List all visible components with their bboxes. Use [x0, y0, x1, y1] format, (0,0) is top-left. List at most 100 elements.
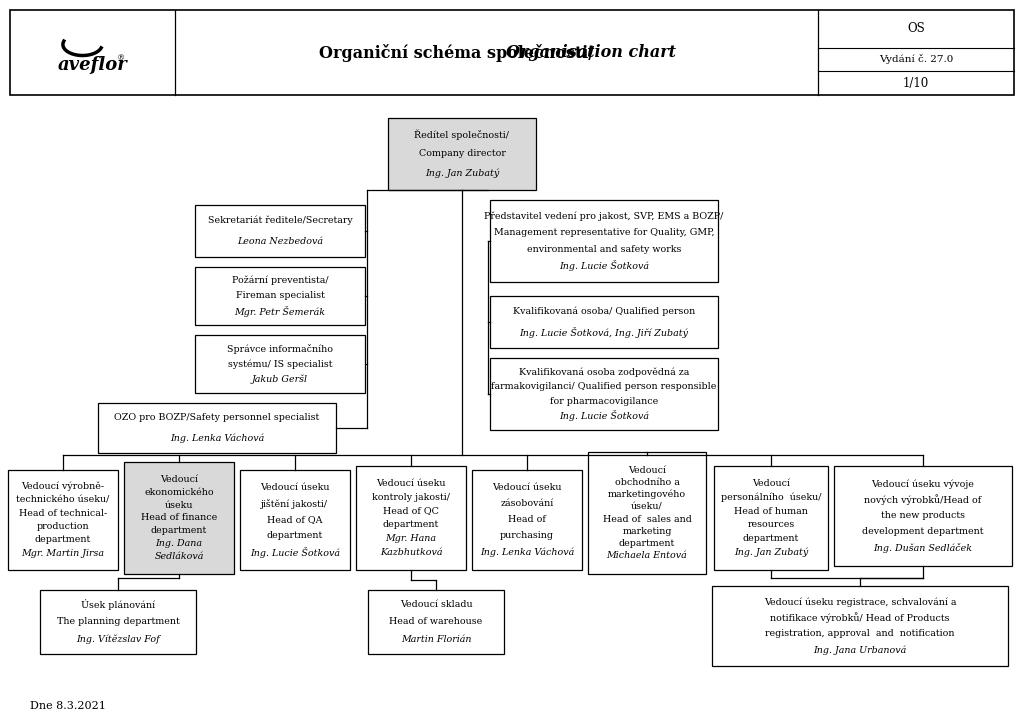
Text: Fireman specialist: Fireman specialist — [236, 291, 325, 301]
Text: the new products: the new products — [881, 511, 965, 521]
Text: Vedoucí: Vedoucí — [752, 479, 790, 488]
Text: Požární preventista/: Požární preventista/ — [231, 276, 329, 286]
Text: department: department — [742, 534, 799, 544]
Text: Head of QC: Head of QC — [383, 507, 439, 516]
Text: Představitel vedení pro jakost, SVP, EMS a BOZP/: Představitel vedení pro jakost, SVP, EMS… — [484, 212, 724, 221]
Bar — [834, 466, 1012, 566]
Text: Michaela Entová: Michaela Entová — [606, 551, 687, 560]
Bar — [490, 296, 718, 348]
Text: Head of: Head of — [508, 516, 546, 524]
Text: environmental and safety works: environmental and safety works — [526, 244, 681, 254]
Text: Vedoucí úseku vývoje: Vedoucí úseku vývoje — [871, 479, 975, 489]
Text: Ing. Vítězslav Fof: Ing. Vítězslav Fof — [76, 634, 160, 644]
Text: Management representative for Quality, GMP,: Management representative for Quality, G… — [494, 229, 715, 237]
Text: Company director: Company director — [419, 149, 506, 159]
Text: department: department — [267, 531, 324, 541]
Text: Vedoucí úseku: Vedoucí úseku — [376, 479, 445, 488]
Text: department: department — [383, 521, 439, 529]
Text: Ing. Lucie Šotková, Ing. Jiří Zubatý: Ing. Lucie Šotková, Ing. Jiří Zubatý — [519, 327, 688, 338]
Text: Mgr. Martin Jirsa: Mgr. Martin Jirsa — [22, 549, 104, 558]
Text: Ing. Jan Zubatý: Ing. Jan Zubatý — [425, 169, 499, 178]
Text: Vedoucí: Vedoucí — [160, 475, 198, 484]
Text: aveflor: aveflor — [57, 56, 127, 74]
Text: Ing. Dušan Sedláček: Ing. Dušan Sedláček — [873, 543, 973, 553]
Text: registration, approval  and  notification: registration, approval and notification — [765, 629, 954, 639]
Text: systému/ IS specialist: systému/ IS specialist — [227, 359, 332, 368]
Text: Ing. Lucie Šotková: Ing. Lucie Šotková — [250, 547, 340, 557]
Text: Ing. Lucie Šotková: Ing. Lucie Šotková — [559, 410, 649, 421]
Text: Mgr. Hana: Mgr. Hana — [385, 534, 436, 544]
Text: Head of technical-: Head of technical- — [18, 509, 108, 518]
Text: Vedoucí skladu: Vedoucí skladu — [399, 601, 472, 609]
Text: technického úseku/: technického úseku/ — [16, 495, 110, 505]
Text: Vedoucí úseku: Vedoucí úseku — [260, 484, 330, 492]
Text: production: production — [37, 522, 89, 531]
Text: Ing. Dana: Ing. Dana — [156, 539, 203, 548]
Text: obchodního a: obchodního a — [614, 478, 680, 487]
Text: Sedláková: Sedláková — [155, 552, 204, 561]
Text: marketing: marketing — [623, 527, 672, 536]
Text: Dne 8.3.2021: Dne 8.3.2021 — [30, 701, 105, 711]
Text: department: department — [151, 526, 207, 535]
Text: Ing. Lenka Váchová: Ing. Lenka Váchová — [480, 547, 574, 557]
Text: kontroly jakosti/: kontroly jakosti/ — [372, 492, 450, 502]
Text: úseku/: úseku/ — [631, 503, 663, 511]
Text: Správce informačního: Správce informačního — [227, 343, 333, 353]
Bar — [368, 590, 504, 654]
Text: Sekretariát ředitele/Secretary: Sekretariát ředitele/Secretary — [208, 216, 352, 226]
Text: notifikace výrobků/ Head of Products: notifikace výrobků/ Head of Products — [770, 613, 949, 624]
Text: for pharmacovigilance: for pharmacovigilance — [550, 397, 658, 406]
Text: The planning department: The planning department — [56, 617, 179, 627]
Bar — [40, 590, 196, 654]
Bar — [98, 403, 336, 453]
Bar — [10, 10, 1014, 95]
Text: department: department — [618, 539, 675, 548]
Text: marketingového: marketingového — [608, 490, 686, 500]
Text: Ing. Jan Zubatý: Ing. Jan Zubatý — [734, 548, 808, 557]
Text: Vedoucí: Vedoucí — [628, 466, 666, 475]
Text: ekonomického: ekonomického — [144, 488, 214, 497]
Text: ®: ® — [117, 55, 125, 63]
Text: Kazbhutková: Kazbhutková — [380, 548, 442, 557]
Text: purchasing: purchasing — [500, 531, 554, 541]
Text: personálního  úseku/: personálního úseku/ — [721, 492, 821, 502]
Bar — [490, 358, 718, 430]
Bar — [124, 462, 234, 574]
Bar — [490, 200, 718, 282]
Bar — [388, 118, 536, 190]
Text: Kvalifikovaná osoba/ Qualified person: Kvalifikovaná osoba/ Qualified person — [513, 307, 695, 317]
Text: OZO pro BOZP/Safety personnel specialist: OZO pro BOZP/Safety personnel specialist — [115, 414, 319, 423]
Bar — [240, 470, 350, 570]
Text: Ing. Jana Urbanová: Ing. Jana Urbanová — [813, 645, 906, 655]
Bar — [195, 267, 365, 325]
Text: úseku: úseku — [165, 500, 194, 510]
Bar — [472, 470, 582, 570]
Text: Vedoucí úseku: Vedoucí úseku — [493, 484, 562, 492]
Text: Úsek plánování: Úsek plánování — [81, 599, 155, 611]
Bar — [8, 470, 118, 570]
Text: Head of warehouse: Head of warehouse — [389, 617, 482, 627]
Text: jištění jakosti/: jištění jakosti/ — [261, 499, 329, 509]
Text: nových výrobků/Head of: nových výrobků/Head of — [864, 495, 982, 505]
Text: Head of QA: Head of QA — [267, 516, 323, 524]
Bar — [714, 466, 828, 570]
Text: resources: resources — [748, 521, 795, 529]
Text: Head of finance: Head of finance — [141, 513, 217, 523]
Bar — [588, 452, 706, 574]
Text: Martin Florián: Martin Florián — [400, 634, 471, 644]
Text: Organisation chart: Organisation chart — [507, 44, 677, 61]
Text: farmakovigilanci/ Qualified person responsible: farmakovigilanci/ Qualified person respo… — [492, 382, 717, 392]
Text: Jakub Geršl: Jakub Geršl — [252, 375, 308, 384]
Bar — [195, 205, 365, 257]
Text: Ing. Lenka Váchová: Ing. Lenka Váchová — [170, 433, 264, 443]
Text: 1/10: 1/10 — [903, 76, 929, 89]
Bar — [712, 586, 1008, 666]
Bar — [195, 335, 365, 393]
Text: Ředítel společnosti/: Ředítel společnosti/ — [415, 130, 510, 140]
Text: Mgr. Petr Šemerák: Mgr. Petr Šemerák — [234, 306, 326, 317]
Text: Vydání č. 27.0: Vydání č. 27.0 — [879, 55, 953, 64]
Text: OS: OS — [907, 22, 925, 35]
Text: Head of  sales and: Head of sales and — [602, 515, 691, 523]
Text: Vedoucí výrobně-: Vedoucí výrobně- — [22, 482, 104, 492]
Text: zásobování: zásobování — [501, 500, 554, 508]
